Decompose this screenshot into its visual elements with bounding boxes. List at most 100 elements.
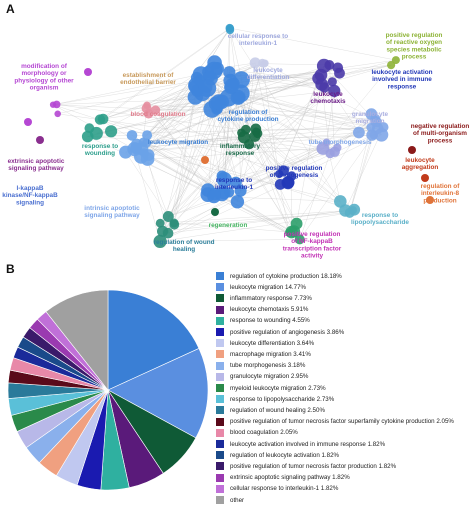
network-edge (103, 28, 231, 120)
network-node (314, 68, 328, 82)
network-edge (143, 28, 231, 143)
legend-item: positive regulation of tumor necrosis fa… (216, 416, 454, 428)
legend-label: blood coagulation 2.05% (230, 429, 298, 437)
network-node (224, 78, 240, 94)
network-edge (207, 103, 216, 195)
network-node (249, 57, 261, 69)
network-edge (345, 127, 384, 211)
network-node (327, 77, 337, 87)
legend-label: leukocyte activation involved in immune … (230, 440, 386, 448)
network-edge (280, 134, 382, 185)
legend-item: response to wounding 4.55% (216, 315, 310, 327)
network-label: blood coagulation (130, 111, 185, 118)
legend-label: other (230, 496, 245, 504)
legend-item: cellular response to interleukin-1 1.82% (216, 483, 338, 495)
network-node (421, 174, 429, 182)
network-edge (254, 136, 341, 202)
network-edge (243, 62, 263, 138)
pie-slice (107, 289, 200, 391)
network-edge (53, 80, 200, 105)
network-label: positive regulation of reactive oxygen spe… (386, 32, 443, 61)
network-node (232, 91, 245, 104)
network-node (324, 60, 335, 70)
network-label: inflammatory response (220, 143, 261, 157)
legend-label: cellular response to interleukin-1 1.82% (230, 485, 339, 493)
network-edge (53, 74, 201, 105)
network-edge (224, 153, 331, 180)
network-edge (103, 101, 222, 120)
network-edge (332, 64, 392, 82)
network-label: regulation of cytokine production (217, 109, 278, 123)
network-node (211, 94, 227, 110)
network-edge (146, 142, 230, 193)
network-node (339, 204, 352, 217)
legend-swatch (216, 440, 224, 448)
network-edge (349, 135, 373, 213)
legend-item: granulocyte migration 2.95% (216, 371, 308, 383)
network-node (153, 234, 167, 248)
network-edge (221, 28, 230, 194)
legend-label: positive regulation of tumor necrosis fa… (230, 462, 397, 470)
network-node (230, 195, 245, 209)
network-node (24, 118, 32, 126)
network-node (126, 130, 138, 141)
legend-swatch (216, 395, 224, 404)
network-edge (167, 80, 200, 234)
legend-label: response to wounding 4.55% (230, 317, 310, 325)
network-node (260, 59, 269, 68)
panel-b-letter: B (6, 262, 15, 276)
network-labels: modification of morphology or physiology o… (2, 32, 469, 260)
network-edge (143, 129, 246, 143)
legend-swatch (216, 272, 224, 280)
network-edge (160, 182, 289, 242)
network-edge (221, 101, 346, 211)
network-node (328, 84, 341, 97)
panel-a-network: A modification of morphology or physiology… (2, 2, 469, 260)
network-label: leukocyte chemotaxis (310, 91, 346, 105)
network-node (426, 196, 434, 204)
network-edge (215, 103, 241, 191)
network-node (205, 61, 223, 80)
legend-swatch (216, 473, 224, 482)
network-edge (224, 97, 239, 180)
network-node (54, 110, 61, 118)
network-label: I-kappaB kinase/NF-kappaB signaling (2, 185, 58, 206)
legend-swatch (216, 428, 224, 437)
network-node (244, 139, 255, 150)
legend-swatch (216, 384, 224, 392)
network-edge (134, 149, 161, 242)
legend-item: macrophage migration 3.41% (216, 348, 311, 360)
network-edge (229, 27, 346, 211)
network-edge (233, 59, 396, 84)
network-edge (349, 134, 374, 213)
legend-swatch (216, 417, 224, 426)
legend-item: inflammatory response 7.73% (216, 292, 312, 304)
network-node (155, 218, 165, 228)
network-label: response to lipopolysaccharide (351, 212, 409, 226)
network-label: extrinsic apoptotic signaling pathway (8, 158, 65, 172)
legend-label: macrophage migration 3.41% (230, 350, 311, 358)
network-node (294, 234, 305, 245)
network-edge (229, 27, 396, 61)
network-edge (174, 212, 350, 225)
legend-label: response to lipopolysaccharide 2.73% (230, 395, 335, 403)
network-label: positive regulation of NF-kappaB transcrip… (283, 231, 342, 260)
network-node (370, 116, 382, 128)
legend-label: regulation of leukocyte activation 1.82% (230, 451, 340, 459)
legend-item: other (216, 494, 244, 506)
network-edge (134, 148, 341, 202)
network-node (316, 142, 330, 155)
network-edge (229, 28, 231, 73)
network-label: regeneration (209, 222, 248, 229)
legend-item: regulation of cytokine production 18.18% (216, 270, 342, 282)
network-edge (211, 109, 372, 115)
network-node (169, 219, 180, 230)
network-node (157, 225, 169, 237)
legend-label: regulation of wound healing 2.50% (230, 406, 325, 414)
legend-swatch (216, 496, 224, 504)
network-edge (125, 151, 169, 217)
network-node (142, 149, 155, 161)
legend-item: positive regulation of tumor necrosis fa… (216, 460, 396, 472)
network-label: tube morphogenesis (309, 139, 372, 146)
network-label: leukocyte migration (148, 139, 208, 146)
